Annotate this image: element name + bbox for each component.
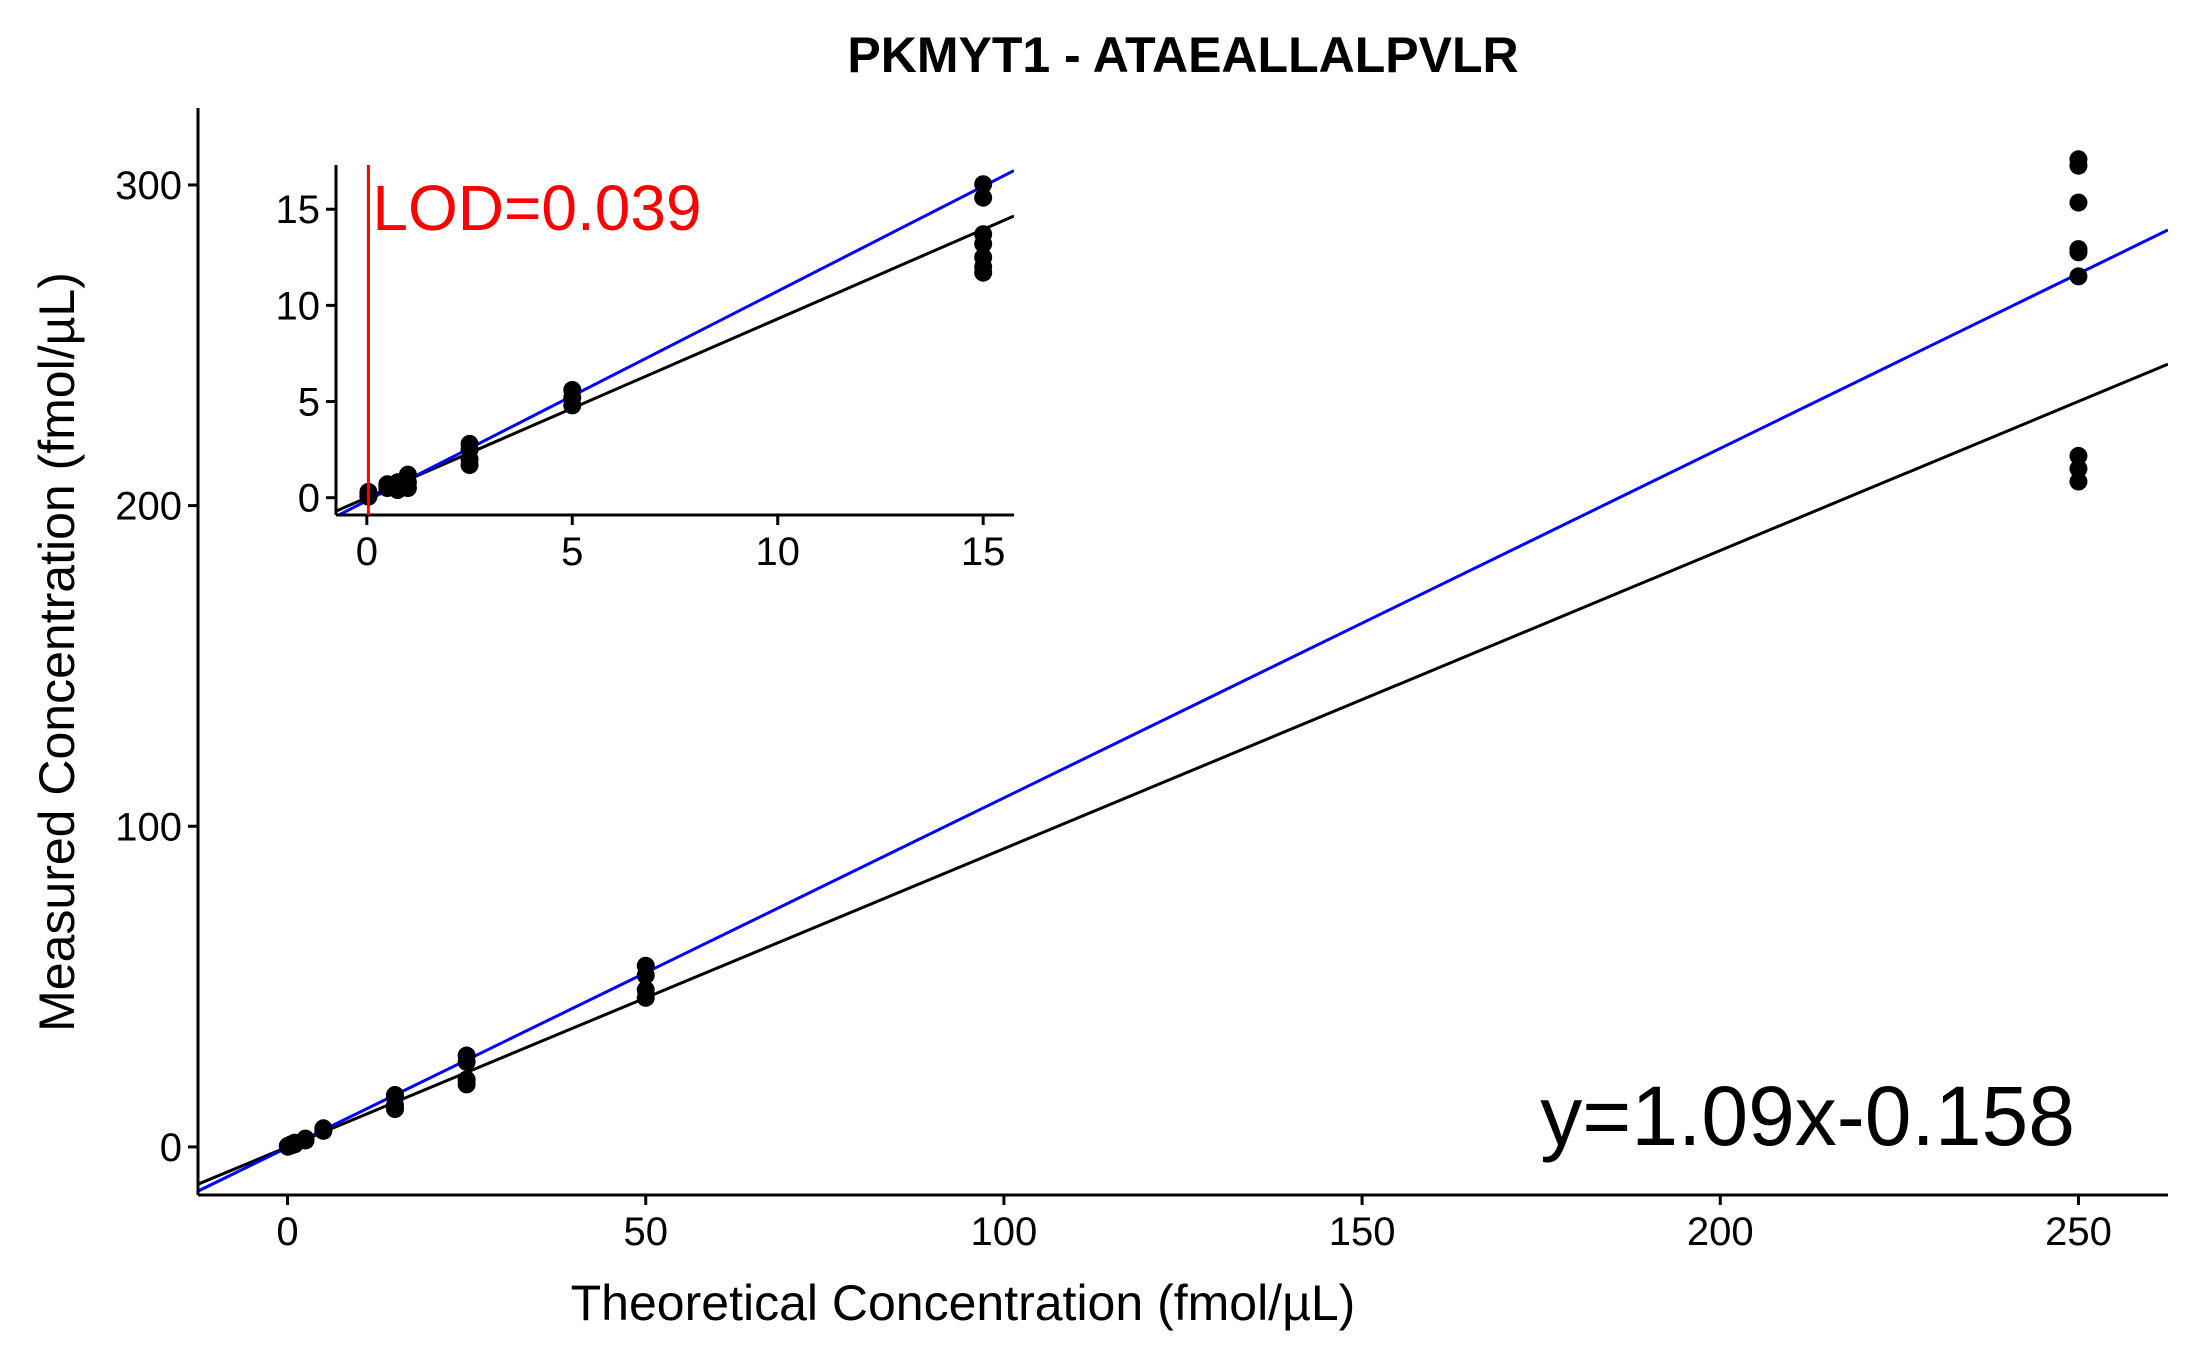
main-x-tick-label-0: 0 <box>276 1210 298 1254</box>
inset-point-25 <box>974 175 993 194</box>
equation-label: y=1.09x-0.158 <box>1540 1069 2075 1163</box>
main-point-35 <box>2069 150 2088 169</box>
inset-point-15 <box>460 434 479 453</box>
lod-label: LOD=0.039 <box>372 172 701 244</box>
main-point-14 <box>314 1119 333 1138</box>
inset-lines <box>336 169 1014 515</box>
inset-point-24 <box>974 188 993 207</box>
inset-y-tick-label-15: 15 <box>276 188 321 232</box>
inset-point-11 <box>398 465 417 484</box>
inset-y-tick-label-10: 10 <box>276 284 321 328</box>
main-point-11 <box>296 1129 315 1148</box>
main-point-29 <box>2069 446 2088 465</box>
y-axis-label: Measured Concentration (fmol/µL) <box>29 272 85 1032</box>
inset-identity-line <box>336 214 1014 513</box>
inset-x-tick-label-10: 10 <box>755 530 800 574</box>
main-x-tick-label-150: 150 <box>1329 1210 1396 1254</box>
inset-y-tick-label-5: 5 <box>298 381 320 425</box>
main-y-tick-label-200: 200 <box>115 485 182 529</box>
inset-point-21 <box>974 248 993 267</box>
main-point-33 <box>2069 193 2088 212</box>
main-point-28 <box>2069 459 2088 478</box>
main-x-tick-label-50: 50 <box>623 1210 668 1254</box>
main-x-tick-label-250: 250 <box>2045 1210 2112 1254</box>
main-x-tick-label-100: 100 <box>971 1210 1038 1254</box>
chart-title: PKMYT1 - ATAEALLALPVLR <box>847 27 1518 83</box>
main-y-tick-label-100: 100 <box>115 805 182 849</box>
main-point-30 <box>2069 267 2088 286</box>
main-identity-line <box>198 362 2168 1186</box>
main-y-tick-label-0: 0 <box>160 1126 182 1170</box>
main-point-24 <box>636 980 655 999</box>
inset-fit-line <box>336 169 1014 515</box>
main-x-tick-label-200: 200 <box>1687 1210 1754 1254</box>
main-point-32 <box>2069 240 2088 259</box>
inset-x-tick-label-0: 0 <box>356 530 378 574</box>
main-point-18 <box>386 1085 404 1104</box>
inset-point-18 <box>563 381 582 399</box>
main-lines <box>198 228 2168 1193</box>
x-axis-label: Theoretical Concentration (fmol/µL) <box>571 1275 1356 1331</box>
main-y-tick-label-300: 300 <box>115 164 182 208</box>
main-point-20 <box>457 1070 476 1089</box>
main-point-22 <box>457 1046 476 1065</box>
main-point-27 <box>2069 472 2088 491</box>
inset-plot: 0 5 10 15 0 5 10 15 LOD=0.039 <box>276 165 1014 574</box>
inset-x-tick-label-5: 5 <box>561 530 583 574</box>
main-point-26 <box>636 956 655 975</box>
inset-point-23 <box>974 225 993 244</box>
inset-y-tick-label-0: 0 <box>298 477 320 521</box>
inset-x-tick-label-15: 15 <box>961 530 1006 574</box>
main-fit-line <box>198 228 2168 1193</box>
